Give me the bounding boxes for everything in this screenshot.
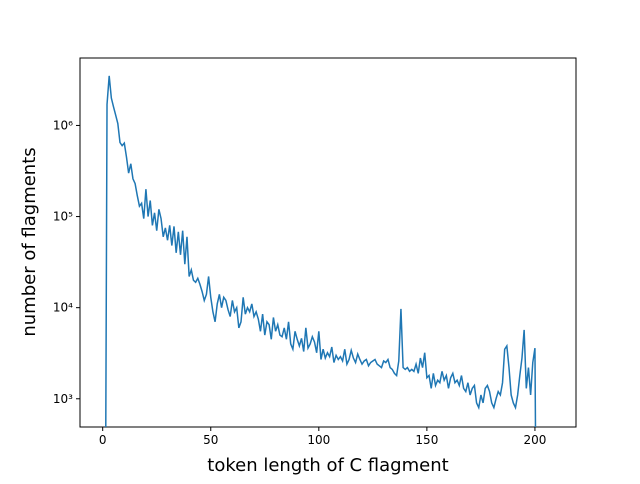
line-series	[105, 75, 537, 427]
y-tick-label: 10⁵	[53, 210, 73, 224]
plot-frame	[79, 57, 577, 428]
y-tick-label: 10⁶	[53, 118, 73, 132]
y-tick-label: 10³	[53, 392, 73, 406]
x-tick-label: 100	[307, 433, 330, 447]
x-tick-label: 0	[99, 433, 107, 447]
x-tick-label: 50	[203, 433, 218, 447]
x-tick-label: 150	[415, 433, 438, 447]
y-axis-label: number of flagments	[19, 147, 40, 336]
x-tick-label: 200	[523, 433, 546, 447]
y-tick-label: 10⁴	[53, 301, 73, 315]
x-axis-label: token length of C flagment	[207, 455, 448, 476]
